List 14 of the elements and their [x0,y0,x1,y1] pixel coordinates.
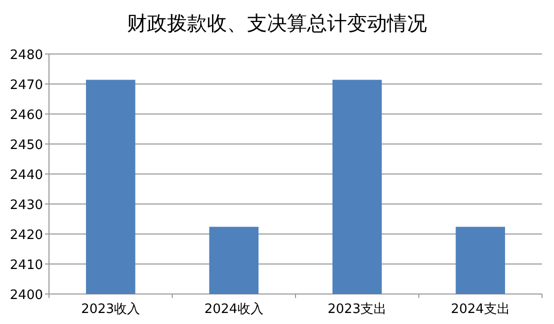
x-tick-label: 2023支出 [328,302,387,317]
chart-title: 财政拨款收、支决算总计变动情况 [127,11,427,35]
y-tick-label: 2450 [10,138,43,153]
y-tick-label: 2460 [10,108,43,123]
x-tick-label: 2023收入 [81,302,140,317]
x-tick-label: 2024支出 [450,302,510,317]
y-tick-label: 2420 [10,228,43,243]
x-tick-label: 2024收入 [204,302,264,317]
y-tick-label: 2440 [10,168,43,183]
y-tick-label: 2470 [10,78,43,93]
y-tick-label: 2410 [10,258,43,273]
y-tick-label: 2480 [10,48,43,63]
y-tick-label: 2400 [10,288,43,303]
y-tick-label: 2430 [10,198,43,213]
